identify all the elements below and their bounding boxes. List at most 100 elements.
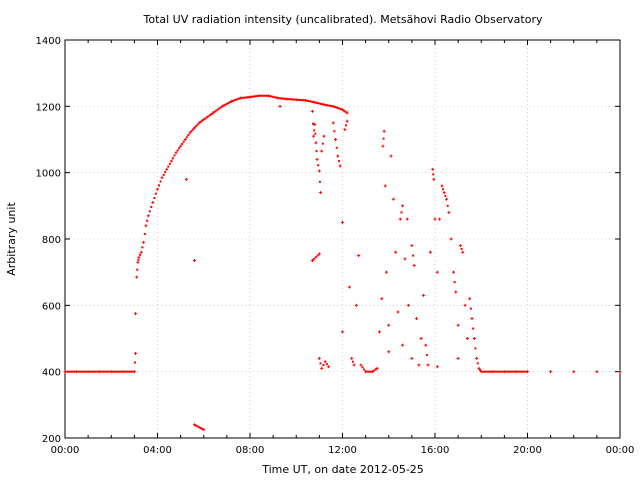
data-point bbox=[403, 257, 407, 261]
data-point-fill bbox=[500, 370, 503, 373]
x-tick-label: 00:00 bbox=[51, 445, 80, 456]
y-tick-label: 200 bbox=[42, 434, 61, 445]
data-point bbox=[156, 180, 162, 191]
data-point bbox=[412, 264, 416, 268]
data-point bbox=[345, 111, 349, 115]
data-point-fill bbox=[324, 103, 327, 106]
data-point bbox=[230, 97, 241, 103]
data-point bbox=[278, 104, 282, 108]
data-point-fill bbox=[159, 180, 162, 183]
data-point-fill bbox=[509, 370, 512, 373]
data-point bbox=[139, 246, 144, 254]
y-tick-label: 1400 bbox=[36, 36, 61, 47]
data-point-fill bbox=[158, 184, 161, 187]
data-point-fill bbox=[425, 354, 428, 357]
data-point-fill bbox=[128, 370, 131, 373]
data-point bbox=[341, 220, 344, 224]
data-point bbox=[331, 104, 342, 111]
data-point-fill bbox=[242, 96, 245, 99]
data-point-fill bbox=[215, 109, 218, 112]
data-point-fill bbox=[313, 129, 316, 132]
data-point bbox=[595, 370, 599, 374]
data-point-fill bbox=[315, 101, 318, 104]
data-point-fill bbox=[219, 106, 222, 109]
data-point-fill bbox=[343, 109, 346, 112]
data-point-fill bbox=[446, 204, 449, 207]
chart-title: Total UV radiation intensity (uncalibrat… bbox=[143, 13, 543, 26]
data-point-fill bbox=[270, 95, 273, 98]
data-point-fill bbox=[496, 370, 499, 373]
data-point-fill bbox=[116, 370, 119, 373]
data-point-fill bbox=[524, 370, 527, 373]
data-point bbox=[472, 337, 477, 350]
data-point-fill bbox=[476, 362, 479, 365]
y-tick-label: 400 bbox=[42, 368, 61, 379]
data-point bbox=[401, 343, 405, 347]
data-point-fill bbox=[511, 370, 514, 373]
y-tick-label: 1000 bbox=[36, 169, 61, 180]
data-point bbox=[188, 128, 194, 135]
data-point bbox=[267, 94, 278, 99]
data-point-fill bbox=[281, 97, 284, 100]
data-point bbox=[433, 217, 437, 221]
data-point-fill bbox=[208, 114, 211, 117]
data-point bbox=[341, 108, 347, 113]
data-point bbox=[98, 370, 111, 374]
data-point-fill bbox=[171, 157, 174, 160]
y-tick-label: 1200 bbox=[36, 102, 61, 113]
data-point-fill bbox=[126, 370, 129, 373]
data-point bbox=[432, 177, 436, 181]
data-point bbox=[183, 134, 190, 141]
data-point bbox=[336, 154, 341, 163]
data-point bbox=[458, 244, 463, 250]
data-point-fill bbox=[298, 98, 301, 101]
data-point bbox=[526, 370, 529, 374]
data-point bbox=[465, 337, 469, 340]
data-point bbox=[456, 323, 460, 327]
data-point-fill bbox=[335, 146, 338, 149]
data-point-fill bbox=[259, 94, 262, 97]
data-point bbox=[160, 171, 167, 180]
data-point bbox=[146, 205, 153, 218]
data-point-fill bbox=[296, 98, 299, 101]
data-point-fill bbox=[474, 347, 477, 350]
data-point-fill bbox=[330, 105, 333, 108]
data-point bbox=[135, 268, 139, 279]
data-point-fill bbox=[299, 99, 302, 102]
data-point bbox=[323, 360, 328, 366]
data-point bbox=[317, 169, 321, 183]
data-point-fill bbox=[250, 95, 253, 98]
data-point-fill bbox=[97, 370, 100, 373]
data-point bbox=[384, 270, 388, 274]
data-point bbox=[193, 123, 199, 130]
data-point-fill bbox=[338, 160, 341, 163]
data-point-fill bbox=[336, 106, 339, 109]
data-point-fill bbox=[199, 120, 202, 123]
data-point-fill bbox=[198, 426, 201, 429]
data-point bbox=[549, 370, 553, 374]
data-point bbox=[350, 356, 354, 363]
data-point-fill bbox=[253, 95, 256, 98]
data-point-fill bbox=[523, 370, 526, 373]
plot-frame bbox=[64, 39, 621, 439]
data-point-fill bbox=[232, 99, 235, 102]
data-point bbox=[357, 254, 361, 258]
data-point bbox=[401, 204, 405, 208]
data-point bbox=[202, 113, 213, 122]
data-point bbox=[371, 368, 377, 374]
data-point-fill bbox=[513, 370, 516, 373]
data-point-fill bbox=[361, 366, 364, 369]
data-point bbox=[426, 363, 430, 367]
data-point bbox=[618, 370, 622, 374]
data-point bbox=[142, 233, 146, 244]
data-point-fill bbox=[322, 364, 325, 367]
data-point bbox=[435, 365, 439, 369]
data-point bbox=[396, 310, 400, 314]
data-point-fill bbox=[205, 116, 208, 119]
data-point bbox=[391, 197, 395, 201]
data-point-fill bbox=[493, 370, 496, 373]
data-point-fill bbox=[238, 97, 241, 100]
data-point bbox=[424, 343, 428, 357]
data-point-fill bbox=[120, 370, 123, 373]
x-axis-label: Time UT, on date 2012-05-25 bbox=[261, 463, 424, 476]
